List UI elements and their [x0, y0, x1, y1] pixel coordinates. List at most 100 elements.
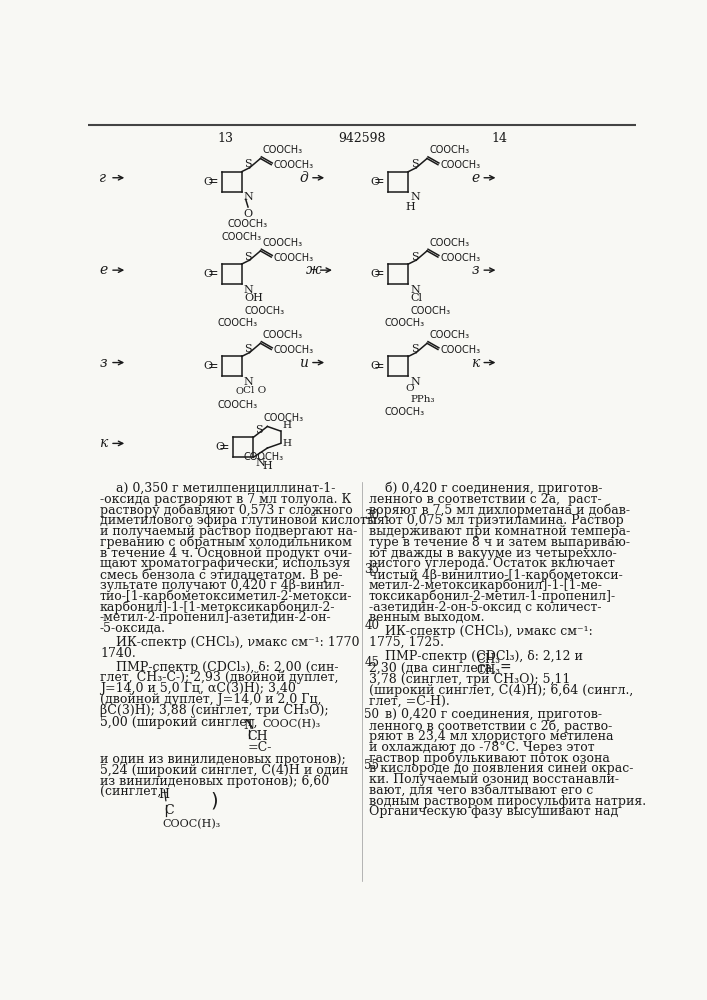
Text: метил-2-метоксикарбонил]-1-[1-ме-: метил-2-метоксикарбонил]-1-[1-ме-: [369, 579, 603, 592]
Text: карбонил]-1-[1-метоксикарбонил-2-: карбонил]-1-[1-метоксикарбонил-2-: [100, 600, 336, 614]
Text: COOCH₃: COOCH₃: [429, 330, 469, 340]
Text: COOCH₃: COOCH₃: [274, 253, 314, 263]
Text: PPh₃: PPh₃: [411, 395, 436, 404]
Text: ки. Получаемый озонид восстанавли-: ки. Получаемый озонид восстанавли-: [369, 773, 619, 786]
Text: COOCH₃: COOCH₃: [263, 145, 303, 155]
Text: COOCH₃: COOCH₃: [218, 400, 258, 410]
Text: COOCH₃: COOCH₃: [385, 407, 425, 417]
Text: б) 0,420 г соединения, приготов-: б) 0,420 г соединения, приготов-: [369, 482, 602, 495]
Text: COOCH₃: COOCH₃: [411, 306, 451, 316]
Text: смесь бензола с этилацетатом. В ре-: смесь бензола с этилацетатом. В ре-: [100, 568, 342, 582]
Text: O: O: [203, 361, 212, 371]
Text: S: S: [411, 159, 419, 169]
Text: е: е: [472, 171, 479, 185]
Text: 55: 55: [364, 759, 379, 772]
Text: г: г: [99, 171, 106, 185]
Text: COOCH₃: COOCH₃: [429, 145, 469, 155]
Text: O: O: [235, 387, 243, 396]
Text: S: S: [244, 159, 252, 169]
Text: в течение 4 ч. Основной продукт очи-: в течение 4 ч. Основной продукт очи-: [100, 547, 352, 560]
Text: O: O: [370, 177, 379, 187]
Text: к: к: [99, 436, 107, 450]
Text: водным раствором пиросульфита натрия.: водным раствором пиросульфита натрия.: [369, 795, 646, 808]
Text: чистый 4β-винилтио-[1-карбометокси-: чистый 4β-винилтио-[1-карбометокси-: [369, 568, 623, 582]
Text: COOCH₃: COOCH₃: [440, 160, 480, 170]
Text: 2,30 (два синглета,: 2,30 (два синглета,: [369, 662, 496, 675]
Text: O: O: [215, 442, 224, 452]
Text: -метил-2-пропенил]-азетидин-2-он-: -метил-2-пропенил]-азетидин-2-он-: [100, 611, 332, 624]
Text: и: и: [299, 356, 308, 370]
Text: S: S: [411, 344, 419, 354]
Text: 40: 40: [364, 619, 379, 632]
Text: OH: OH: [244, 293, 263, 303]
Text: COOC(H)₃: COOC(H)₃: [162, 819, 221, 829]
Text: O: O: [370, 269, 379, 279]
Text: ют дважды в вакууме из четыреххло-: ют дважды в вакууме из четыреххло-: [369, 547, 617, 560]
Text: 13: 13: [218, 132, 233, 145]
Text: токсикарбонил-2-метил-1-пропенил]-: токсикарбонил-2-метил-1-пропенил]-: [369, 590, 616, 603]
Text: щают хроматографически, используя: щают хроматографически, используя: [100, 557, 351, 570]
Text: и получаемый раствор подвергают на-: и получаемый раствор подвергают на-: [100, 525, 357, 538]
Text: 45: 45: [364, 656, 379, 669]
Text: з: з: [99, 356, 107, 370]
Text: воряют в 7,5 мл дихлорметана и добав-: воряют в 7,5 мл дихлорметана и добав-: [369, 503, 630, 517]
Text: O: O: [405, 384, 414, 393]
Text: ПМР-спектр (CDCl₃), δ: 2,00 (син-: ПМР-спектр (CDCl₃), δ: 2,00 (син-: [100, 661, 339, 674]
Text: O: O: [203, 177, 212, 187]
Text: 5,24 (широкий синглет, С(4)Н и один: 5,24 (широкий синглет, С(4)Н и один: [100, 764, 349, 777]
Text: N: N: [243, 192, 253, 202]
Text: ленного в соответствии с 2б, раство-: ленного в соответствии с 2б, раство-: [369, 719, 612, 733]
Text: N: N: [243, 285, 253, 295]
Text: =: =: [207, 175, 218, 188]
Text: O: O: [243, 209, 252, 219]
Text: а) 0,350 г метилпенициллинат-1-: а) 0,350 г метилпенициллинат-1-: [100, 482, 335, 495]
Text: ленного в соответствии с 2а,  раст-: ленного в соответствии с 2а, раст-: [369, 493, 602, 506]
Text: 5,00 (широкий синглет,: 5,00 (широкий синглет,: [100, 716, 257, 729]
Text: S: S: [244, 252, 252, 262]
Text: туре в течение 8 ч и затем выпариваю-: туре в течение 8 ч и затем выпариваю-: [369, 536, 630, 549]
Text: выдерживают при комнатной темпера-: выдерживают при комнатной темпера-: [369, 525, 630, 538]
Text: (двойной дуплет, J=14,0 и 2,0 Гц,: (двойной дуплет, J=14,0 и 2,0 Гц,: [100, 693, 322, 706]
Text: N: N: [410, 285, 420, 295]
Text: ): ): [211, 792, 218, 811]
Text: ИК-спектр (CHCl₃), νмакс см⁻¹: 1770: ИК-спектр (CHCl₃), νмакс см⁻¹: 1770: [100, 636, 359, 649]
Text: =: =: [207, 360, 218, 373]
Text: глет, CH₃-C-); 2,93 (двойной дуплет,: глет, CH₃-C-); 2,93 (двойной дуплет,: [100, 671, 339, 684]
Text: COOCH₃: COOCH₃: [429, 238, 469, 248]
Text: Cl: Cl: [411, 293, 423, 303]
Text: -азетидин-2-он-5-оксид с количест-: -азетидин-2-он-5-оксид с количест-: [369, 600, 602, 613]
Text: 35: 35: [364, 563, 379, 576]
Text: H: H: [406, 202, 416, 212]
Text: в) 0,420 г соединения, приготов-: в) 0,420 г соединения, приготов-: [369, 708, 602, 721]
Text: S: S: [255, 425, 262, 435]
Text: тио-[1-карбометоксиметил-2-метокси-: тио-[1-карбометоксиметил-2-метокси-: [100, 590, 353, 603]
Text: (синглет,: (синглет,: [100, 785, 161, 798]
Text: диметилового эфира глутиновой кислоты: диметилового эфира глутиновой кислоты: [100, 514, 377, 527]
Text: J=14,0 и 5,0 Гц, αC(3)H); 3,40: J=14,0 и 5,0 Гц, αC(3)H); 3,40: [100, 682, 296, 695]
Text: венным выходом.: венным выходом.: [369, 611, 484, 624]
Text: S: S: [244, 344, 252, 354]
Text: COOCH₃: COOCH₃: [263, 330, 303, 340]
Text: COOCH₃: COOCH₃: [244, 306, 284, 316]
Text: 1740.: 1740.: [100, 647, 136, 660]
Text: и один из винилиденовых протонов);: и один из винилиденовых протонов);: [100, 753, 346, 766]
Text: COOC(H)₃: COOC(H)₃: [263, 719, 321, 729]
Text: CH₃: CH₃: [476, 664, 500, 677]
Text: ряют в 23,4 мл хлористого метилена: ряют в 23,4 мл хлористого метилена: [369, 730, 614, 743]
Text: =: =: [374, 175, 385, 188]
Text: ж: ж: [305, 263, 321, 277]
Text: H: H: [263, 461, 272, 471]
Text: =C-: =C-: [247, 741, 271, 754]
Text: з: з: [472, 263, 479, 277]
Text: COOCH₃: COOCH₃: [274, 160, 314, 170]
Text: =: =: [207, 267, 218, 280]
Text: COOCH₃: COOCH₃: [440, 345, 480, 355]
Text: из винилиденовых протонов); 6,60: из винилиденовых протонов); 6,60: [100, 774, 329, 788]
Text: COOCH₃: COOCH₃: [440, 253, 480, 263]
Text: и охлаждают до -78°С. Через этот: и охлаждают до -78°С. Через этот: [369, 741, 595, 754]
Text: O: O: [203, 269, 212, 279]
Text: COOCH₃: COOCH₃: [228, 219, 268, 229]
Text: =: =: [374, 360, 385, 373]
Text: CH₃: CH₃: [476, 653, 500, 666]
Text: е: е: [99, 263, 107, 277]
